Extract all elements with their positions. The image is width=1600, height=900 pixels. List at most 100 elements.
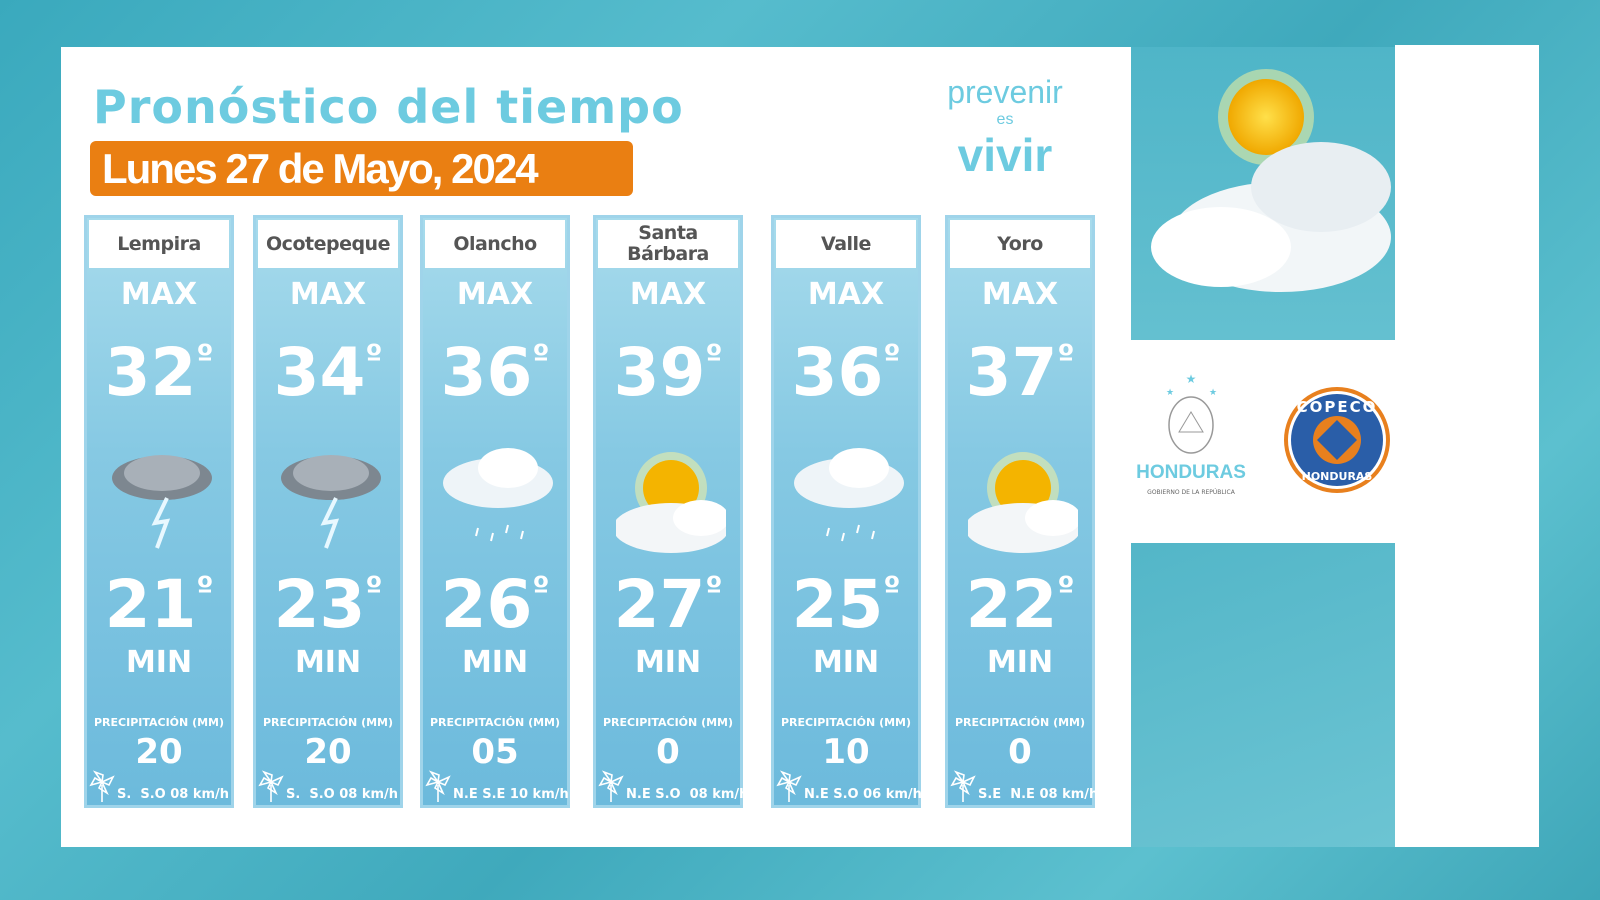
min-label: MIN [294,645,362,680]
sun-cloud-icon [616,452,726,553]
wind-value: S.E N.E 08 km/h [978,787,1099,802]
min-temp-value: 27 [613,566,706,643]
min-label: MIN [125,645,193,680]
svg-text:★: ★ [1209,388,1217,398]
max-label: MAX [289,277,367,312]
wind-info: S.E N.E 08 km/h [950,769,1098,803]
max-temp-value: 32 [104,334,197,411]
max-label: MAX [120,277,198,312]
precip-label: PRECIPITACIÓN (MM) [602,716,734,729]
min-label: MIN [986,645,1054,680]
max-temp-value: 36 [440,334,533,411]
storm-cloud-icon [112,455,212,549]
honduras-subtext: GOBIERNO DE LA REPÚBLICA [1147,489,1236,496]
degree-symbol: º [196,339,214,374]
precip-value: 20 [135,732,183,772]
degree-symbol: º [196,571,214,606]
region-card: Lempira MAX 32º 21º MIN PRECIPITACIÓN (M… [84,215,234,808]
region-card: Ocotepeque MAX 34º 23º MIN PRECIPITACIÓN… [253,215,403,808]
copeco-logo: COPECO HONDURAS [1284,387,1390,493]
rain-cloud-icon [443,448,553,542]
region-card: Valle MAX 36º 25º MIN PRECIPITACIÓN (MM)… [771,215,922,808]
max-temp: 36º [423,338,567,408]
precip-value: 05 [471,732,519,772]
honduras-logo: ★ ★ ★ HONDURAS GOBIERNO DE LA REPÚBLICA CO… [1136,372,1390,496]
svg-text:★: ★ [1186,372,1197,386]
max-label: MAX [629,277,707,312]
logos-band: ★ ★ ★ HONDURAS GOBIERNO DE LA REPÚBLICA CO… [1131,340,1395,543]
max-temp: 32º [87,338,231,408]
max-temp-value: 36 [791,334,884,411]
min-temp-value: 21 [104,566,197,643]
precip-value: 20 [304,732,352,772]
min-temp: 26º [423,570,567,640]
wind-info: S. S.O 08 km/h [89,769,229,803]
precip-label: PRECIPITACIÓN (MM) [262,716,394,729]
paper-background [1131,543,1395,847]
max-temp-value: 34 [273,334,366,411]
region-name: Santa Bárbara [598,220,738,268]
date-banner: Lunes 27 de Mayo, 2024 [90,141,633,196]
region-name: Valle [776,220,916,268]
wind-value: S. S.O 08 km/h [286,787,399,802]
degree-symbol: º [532,339,550,374]
svg-text:★: ★ [1166,388,1174,398]
wind-value: N.E S.O 08 km/h [626,787,749,802]
slogan-line: vivir [957,129,1053,181]
min-label: MIN [812,645,880,680]
region-name: Lempira [89,220,229,268]
max-label: MAX [807,277,885,312]
wind-value: S. S.O 08 km/h [117,787,230,802]
region-card: Santa Bárbara MAX 39º 27º MIN PRECIPITAC… [593,215,748,808]
min-temp-value: 25 [791,566,884,643]
copeco-subtext: HONDURAS [1302,470,1373,483]
precip-label: PRECIPITACIÓN (MM) [429,716,561,729]
honduras-text: HONDURAS [1136,462,1246,483]
min-label: MIN [461,645,529,680]
min-temp-value: 26 [440,566,533,643]
pinwheel-icon [950,770,976,802]
region-card: Olancho MAX 36º 26º MIN PRECIPITACIÓN (M… [420,215,570,808]
wind-info: S. S.O 08 km/h [258,769,398,803]
max-temp: 34º [256,338,400,408]
region-name: Olancho [425,220,565,268]
degree-symbol: º [365,339,383,374]
sun-cloud-icon [1151,69,1391,292]
max-label: MAX [456,277,534,312]
degree-symbol: º [365,571,383,606]
slogan-line: prevenir [947,74,1063,110]
storm-cloud-icon [281,455,381,549]
precip-label: PRECIPITACIÓN (MM) [780,716,912,729]
page-title: Pronóstico del tiempo [93,80,684,134]
region-name: Ocotepeque [258,220,398,268]
pinwheel-icon [258,770,284,802]
min-temp-value: 23 [273,566,366,643]
region-name: Yoro [950,220,1090,268]
wind-info: N.E S.O 08 km/h [598,769,748,803]
degree-symbol: º [1057,339,1075,374]
degree-symbol: º [705,571,723,606]
sun-cloud-photo [1131,47,1395,340]
slogan-logo: prevenir es vivir [925,74,1085,181]
sun-cloud-icon [968,452,1078,553]
degree-symbol: º [883,571,901,606]
wind-info: N.E S.E 10 km/h [425,769,569,803]
precip-label: PRECIPITACIÓN (MM) [93,716,225,729]
pinwheel-icon [89,770,115,802]
max-temp-value: 37 [965,334,1058,411]
white-strip [1395,45,1539,847]
wind-value: N.E S.O 06 km/h [804,787,922,802]
degree-symbol: º [705,339,723,374]
min-temp-value: 22 [965,566,1058,643]
precip-value: 0 [1008,732,1032,772]
degree-symbol: º [883,339,901,374]
max-temp: 37º [948,338,1092,408]
min-temp: 27º [596,570,740,640]
slogan-line: es [996,111,1014,128]
min-temp: 25º [774,570,918,640]
wind-value: N.E S.E 10 km/h [453,787,569,802]
precip-label: PRECIPITACIÓN (MM) [954,716,1086,729]
max-temp: 39º [596,338,740,408]
degree-symbol: º [1057,571,1075,606]
min-label: MIN [634,645,702,680]
